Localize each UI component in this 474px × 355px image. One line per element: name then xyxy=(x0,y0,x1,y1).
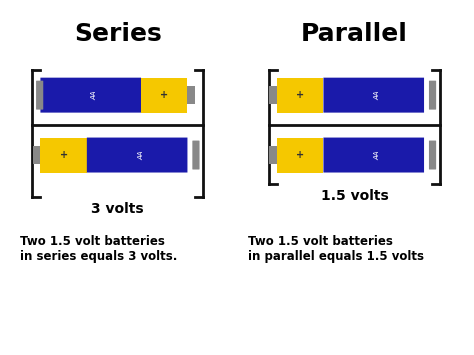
Bar xyxy=(141,78,187,113)
FancyBboxPatch shape xyxy=(192,141,200,170)
Text: Two 1.5 volt batteries
in parallel equals 1.5 volts: Two 1.5 volt batteries in parallel equal… xyxy=(247,235,424,263)
Text: AA: AA xyxy=(374,91,381,100)
Text: +: + xyxy=(160,90,168,100)
Text: Two 1.5 volt batteries
in series equals 3 volts.: Two 1.5 volt batteries in series equals … xyxy=(20,235,177,263)
Bar xyxy=(269,146,277,164)
Bar xyxy=(187,86,195,104)
Text: 1.5 volts: 1.5 volts xyxy=(320,190,388,203)
FancyBboxPatch shape xyxy=(429,141,436,170)
Text: AA: AA xyxy=(374,150,381,160)
Text: +: + xyxy=(60,150,68,160)
FancyBboxPatch shape xyxy=(429,81,436,110)
FancyBboxPatch shape xyxy=(36,81,43,110)
Text: 3 volts: 3 volts xyxy=(91,202,144,217)
Text: AA: AA xyxy=(91,91,98,100)
Bar xyxy=(33,146,40,164)
FancyBboxPatch shape xyxy=(323,78,424,113)
Bar xyxy=(277,78,323,113)
Text: Series: Series xyxy=(74,22,162,46)
Bar xyxy=(277,138,323,173)
Bar xyxy=(40,138,87,173)
FancyBboxPatch shape xyxy=(40,78,141,113)
Bar xyxy=(269,86,277,104)
Text: Parallel: Parallel xyxy=(301,22,408,46)
FancyBboxPatch shape xyxy=(323,137,424,173)
Text: +: + xyxy=(296,90,304,100)
FancyBboxPatch shape xyxy=(87,137,187,173)
Text: AA: AA xyxy=(138,150,144,160)
Text: +: + xyxy=(296,150,304,160)
